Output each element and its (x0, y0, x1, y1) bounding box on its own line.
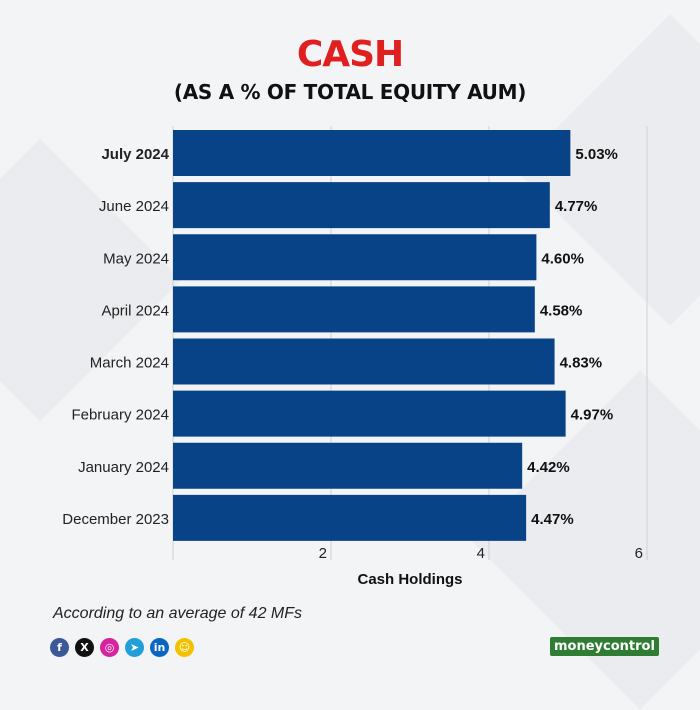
category-label: May 2024 (103, 250, 169, 267)
x-axis-label: Cash Holdings (357, 571, 462, 588)
linkedin-icon[interactable]: in (150, 638, 169, 657)
category-label: July 2024 (101, 146, 169, 163)
value-label: 5.03% (575, 146, 618, 163)
snapchat-icon[interactable]: ☺ (175, 638, 194, 657)
chart-subtitle: (AS A % OF TOTAL EQUITY AUM) (173, 80, 527, 104)
bar (173, 338, 555, 385)
telegram-icon[interactable]: ➤ (125, 638, 144, 657)
category-label: April 2024 (101, 302, 169, 319)
bar (173, 390, 566, 437)
category-label: June 2024 (99, 198, 169, 215)
social-links: f X ◎ ➤ in ☺ (50, 638, 194, 657)
tick-label: 6 (635, 545, 643, 562)
category-label: March 2024 (90, 355, 169, 372)
value-label: 4.97% (571, 407, 614, 424)
chart-title: CASH (296, 34, 404, 75)
value-label: 4.47% (531, 511, 574, 528)
value-label: 4.77% (555, 198, 598, 215)
bar (173, 286, 535, 333)
bar (173, 442, 523, 489)
brand-logo: moneycontrol (550, 637, 659, 656)
value-label: 4.42% (527, 459, 570, 476)
value-label: 4.83% (560, 355, 603, 372)
x-icon[interactable]: X (75, 638, 94, 657)
value-label: 4.58% (540, 302, 583, 319)
tick-label: 4 (477, 545, 485, 562)
bar (173, 234, 537, 281)
tick-label: 2 (319, 545, 327, 562)
category-label: December 2023 (62, 511, 169, 528)
value-label: 4.60% (541, 250, 584, 267)
footnote: According to an average of 42 MFs (53, 605, 303, 622)
instagram-icon[interactable]: ◎ (100, 638, 119, 657)
facebook-icon[interactable]: f (50, 638, 69, 657)
bar (173, 494, 527, 541)
bar (173, 130, 571, 176)
bar (173, 182, 550, 229)
category-label: February 2024 (71, 407, 169, 424)
category-label: January 2024 (78, 459, 169, 476)
